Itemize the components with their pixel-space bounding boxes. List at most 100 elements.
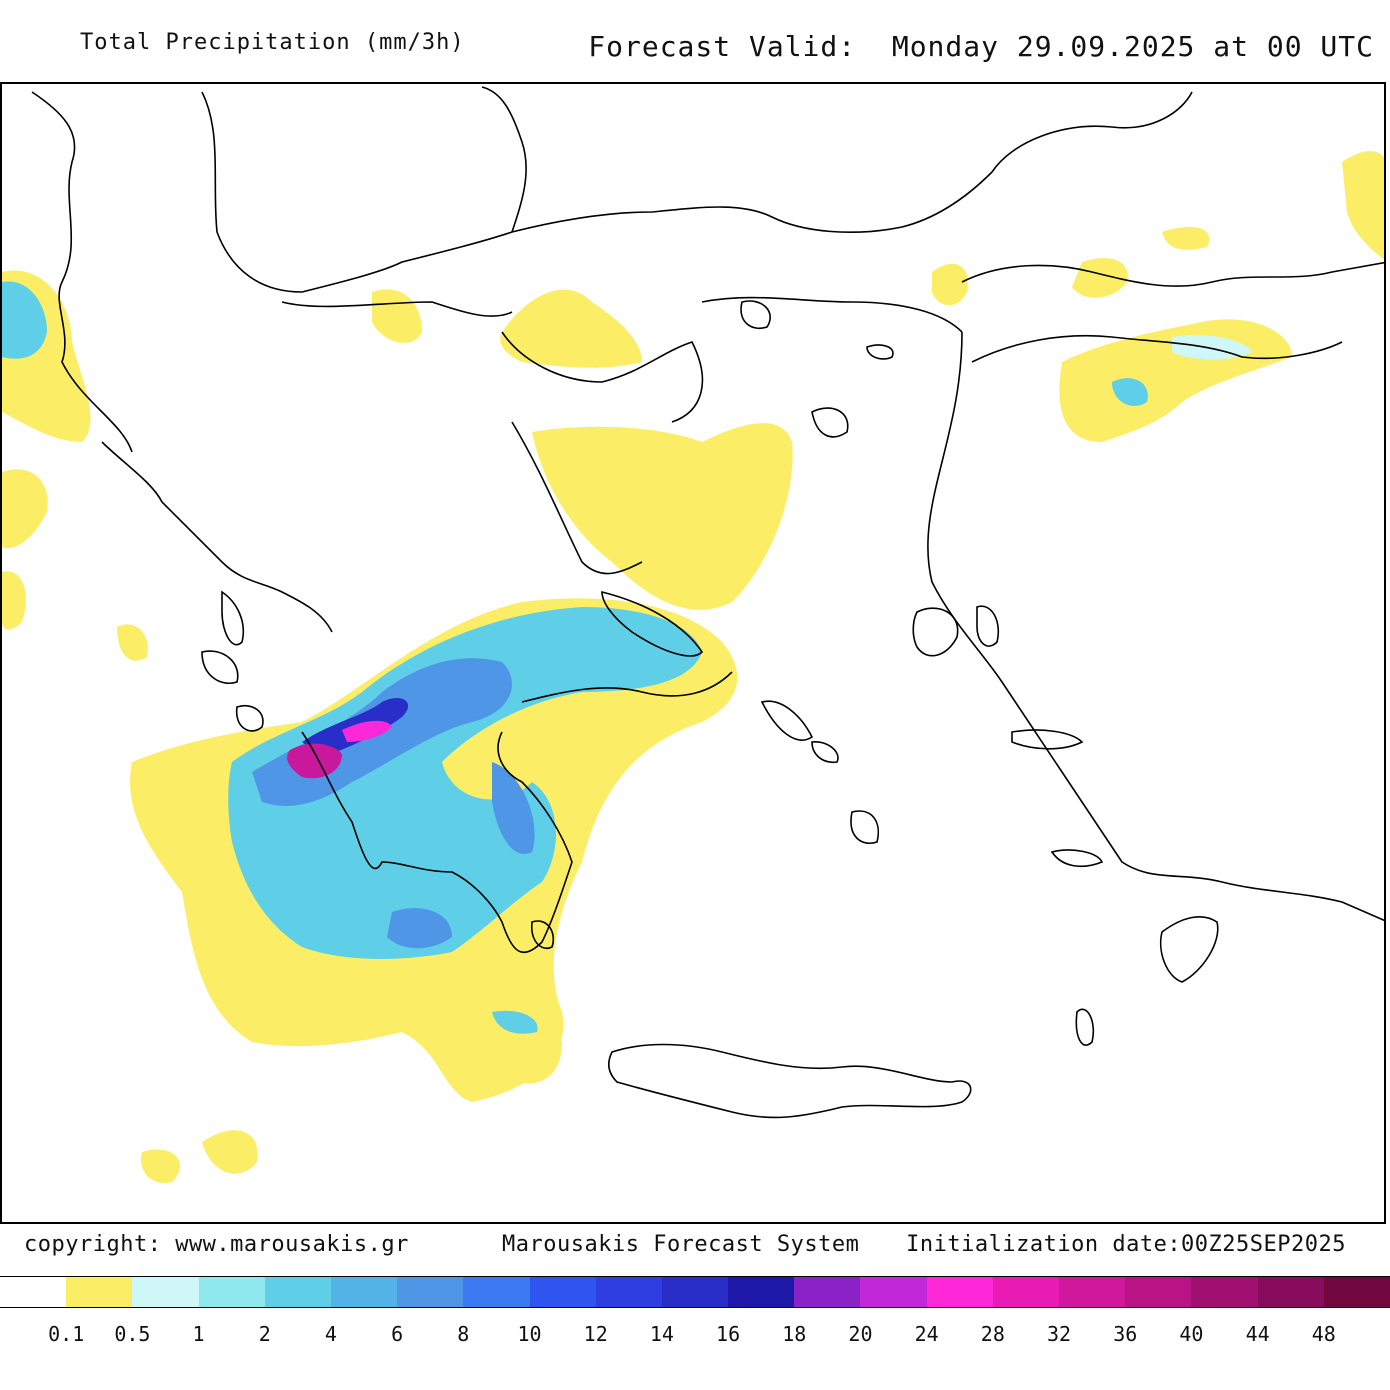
- legend-label: 44: [1245, 1322, 1270, 1346]
- legend-label: 0.1: [48, 1322, 85, 1346]
- legend-label: 0.5: [114, 1322, 151, 1346]
- legend-label: 10: [517, 1322, 542, 1346]
- border-north: [201, 91, 1193, 293]
- precip-area-adriatic-cyan: [2, 281, 47, 359]
- coast-kos: [1050, 849, 1104, 868]
- legend-swatch-11: [728, 1277, 795, 1307]
- precip-area-macedonia-2: [372, 289, 422, 343]
- coast-rhodes: [1160, 916, 1219, 983]
- precip-area-marmara-cyan: [1112, 378, 1148, 406]
- coast-peloponnese: [301, 731, 573, 954]
- coast-limnos: [811, 407, 849, 438]
- legend-label: 16: [716, 1322, 741, 1346]
- coast-kefalonia: [201, 650, 239, 684]
- legend-swatch-1: [66, 1277, 133, 1307]
- legend-swatch-7: [463, 1277, 530, 1307]
- precip-area-adriatic: [2, 469, 48, 549]
- legend-swatch-19: [1257, 1277, 1324, 1307]
- copyright-text: copyright: www.marousakis.gr: [24, 1232, 409, 1257]
- precip-area-macedonia: [500, 289, 642, 368]
- system-name: Marousakis Forecast System: [502, 1232, 860, 1257]
- map-canvas: [2, 86, 1384, 1183]
- precip-area-thessaly: [532, 423, 793, 610]
- legend-swatch-9: [595, 1277, 662, 1307]
- coast-thrace: [701, 296, 963, 333]
- legend-swatch-12: [794, 1277, 861, 1307]
- legend-label: 48: [1311, 1322, 1336, 1346]
- legend-label: 8: [457, 1322, 470, 1346]
- legend-label: 4: [324, 1322, 337, 1346]
- coast-naxos: [850, 810, 879, 844]
- coast-turkey-west: [927, 331, 1384, 922]
- precip-area-kythira-cyan: [492, 1010, 538, 1034]
- legend-swatch-6: [397, 1277, 464, 1307]
- coast-andros: [760, 700, 814, 741]
- coast-zakynthos: [235, 705, 264, 732]
- coast-euboea: [601, 590, 704, 657]
- coast-crete: [607, 1043, 972, 1119]
- legend-swatch-4: [264, 1277, 331, 1307]
- legend-swatch-14: [926, 1277, 993, 1307]
- color-legend: [0, 1276, 1390, 1308]
- precip-area-cyan-core: [228, 607, 702, 959]
- legend-swatch-0: [0, 1277, 67, 1307]
- border-balkans-north: [31, 91, 133, 453]
- legend-label: 20: [848, 1322, 873, 1346]
- legend-swatch-3: [198, 1277, 265, 1307]
- legend-labels: 0.1 0.5 1 2 4 6 8 10 12 14 16 18 20 24 28 32 36 40 44 48: [0, 1322, 1390, 1352]
- legend-swatch-8: [529, 1277, 596, 1307]
- legend-label: 36: [1113, 1322, 1138, 1346]
- coast-imbros: [866, 344, 894, 360]
- forecast-valid-time: Forecast Valid: Monday 29.09.2025 at 00 …: [588, 30, 1374, 63]
- legend-swatch-15: [992, 1277, 1059, 1307]
- legend-swatch-18: [1191, 1277, 1258, 1307]
- legend-label: 1: [192, 1322, 205, 1346]
- coast-samos: [1011, 729, 1084, 750]
- coast-marmara-south: [971, 334, 1343, 363]
- legend-label: 6: [391, 1322, 404, 1346]
- coast-albania: [101, 441, 333, 633]
- border-bulgaria: [481, 86, 527, 233]
- precip-area-south: [141, 1149, 181, 1183]
- precip-area-max: [287, 743, 342, 779]
- coast-chalkidiki: [501, 331, 704, 423]
- chart-title: Total Precipitation (mm/3h): [80, 30, 465, 55]
- border-greece-north: [281, 301, 513, 317]
- precip-area-kythira: [450, 982, 562, 1084]
- precip-area-south-2: [202, 1130, 258, 1174]
- precip-area-blue-south: [387, 908, 452, 949]
- precip-area-thrace: [932, 263, 968, 306]
- legend-label: 40: [1179, 1322, 1204, 1346]
- coast-thasos: [740, 300, 771, 329]
- coast-marmara: [961, 261, 1384, 287]
- legend-swatch-10: [661, 1277, 729, 1307]
- legend-label: 32: [1047, 1322, 1072, 1346]
- legend-swatch-2: [132, 1277, 199, 1307]
- precip-area-adriatic-2: [2, 571, 26, 630]
- legend-label: 12: [583, 1322, 608, 1346]
- legend-label: 14: [649, 1322, 674, 1346]
- precip-area-max-2: [342, 720, 392, 742]
- legend-label: 2: [258, 1322, 271, 1346]
- legend-label: 24: [914, 1322, 939, 1346]
- coast-tinos: [811, 741, 839, 764]
- coastlines: [31, 86, 1384, 1119]
- legend-label: 18: [782, 1322, 807, 1346]
- precip-area-thrace-2: [1162, 227, 1210, 250]
- legend-swatch-20: [1323, 1277, 1390, 1307]
- coast-corfu: [221, 590, 244, 646]
- legend-swatch-17: [1125, 1277, 1192, 1307]
- precip-area-ionian-north: [117, 624, 148, 661]
- legend-swatch-5: [330, 1277, 398, 1307]
- coast-lesvos: [912, 607, 959, 657]
- precip-area-blacksea: [1342, 151, 1384, 260]
- coast-attica: [521, 671, 733, 703]
- legend-swatch-13: [860, 1277, 927, 1307]
- precip-area-blue-east: [492, 762, 535, 854]
- precipitation-field: [2, 151, 1384, 1183]
- coast-karpathos: [1075, 1008, 1095, 1046]
- precipitation-map: [0, 82, 1386, 1224]
- initialization-date: Initialization date:00Z25SEP2025: [906, 1232, 1346, 1257]
- coast-kythira: [531, 920, 554, 949]
- coast-chios: [976, 605, 999, 647]
